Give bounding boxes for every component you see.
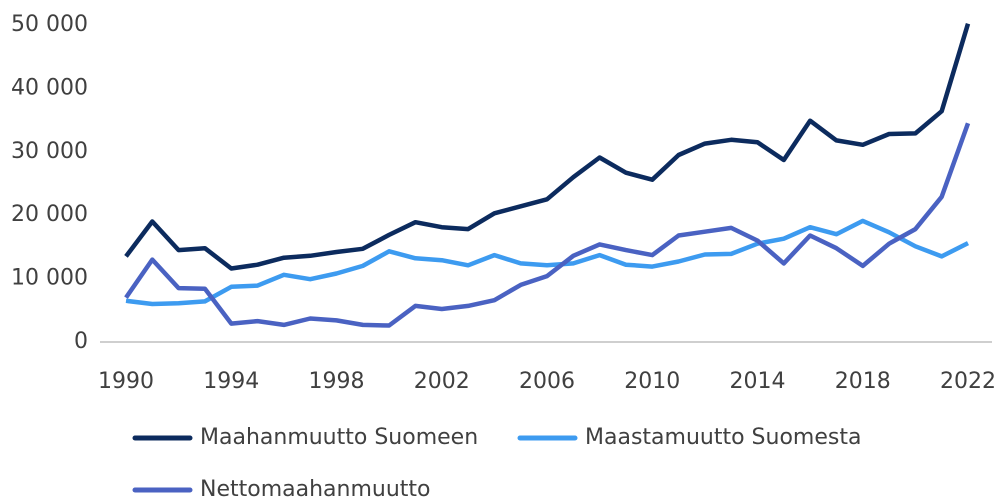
x-tick-label: 1994: [203, 369, 259, 394]
y-tick-label: 0: [74, 329, 88, 354]
y-tick-label: 20 000: [11, 202, 88, 227]
x-tick-label: 2002: [414, 369, 470, 394]
x-tick-label: 1990: [98, 369, 154, 394]
series-line: [125, 218, 970, 307]
x-tick-label: 2006: [519, 369, 575, 394]
x-tick-label: 2018: [835, 369, 891, 394]
y-tick-label: 30 000: [11, 139, 88, 164]
y-tick-label: 50 000: [11, 12, 88, 37]
legend-label: Maahanmuutto Suomeen: [200, 425, 478, 450]
x-tick-label: 2022: [940, 369, 996, 394]
x-tick-label: 2010: [624, 369, 680, 394]
y-tick-label: 10 000: [11, 266, 88, 291]
x-tick-label: 1998: [309, 369, 365, 394]
series-line: [124, 23, 971, 271]
series-line: [124, 122, 971, 328]
legend-label: Nettomaahanmuutto: [200, 477, 431, 501]
legend-label: Maastamuutto Suomesta: [585, 425, 861, 450]
y-tick-label: 40 000: [11, 75, 88, 100]
x-tick-label: 2014: [730, 369, 786, 394]
